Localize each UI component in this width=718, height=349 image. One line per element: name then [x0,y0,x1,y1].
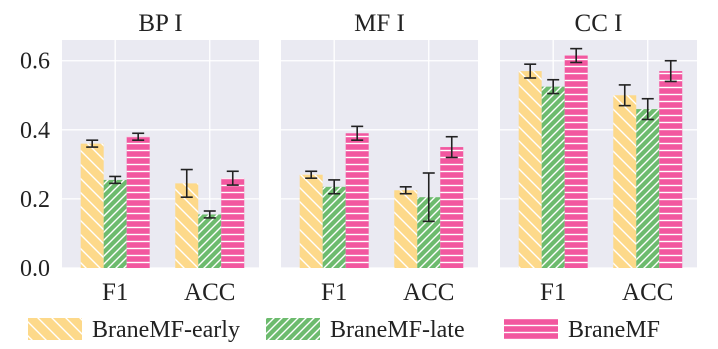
bar-hatch [175,183,199,268]
legend-item-branemf-late: BraneMF-late [266,317,465,343]
bar-hatch [103,179,127,268]
panel-title: BP I [138,10,182,37]
error-bar [422,172,435,223]
panel-title: CC I [575,10,623,37]
x-tick-label: ACC [184,279,235,306]
legend: BraneMF-early BraneMF-late BraneMF [28,317,660,343]
error-bar [570,47,583,64]
legend-item-branemf-early: BraneMF-early [28,317,240,343]
legend-label: BraneMF-early [92,317,240,343]
bar-hatch [518,71,542,268]
legend-label: BraneMF [568,317,660,343]
bar-hatch [440,147,464,268]
bar-hatch [80,143,104,268]
panel-title: MF I [354,10,405,37]
bar-hatch [345,133,369,268]
bar-hatch [126,136,150,268]
y-tick-label: 0.0 [20,256,50,282]
bar-hatch [613,95,637,268]
bar-hatch [541,86,565,269]
bar-hatch [394,190,418,268]
bar-hatch [636,109,660,268]
x-tick-label: ACC [622,279,673,306]
bar-hatch [221,178,245,268]
error-bar [226,170,239,186]
error-bar [132,132,145,141]
error-bar [547,78,560,95]
panels: BP I 0.0 0.2 0.4 0.6 F1 ACC MF I F1 ACC CC I F1 ACC [20,10,697,306]
error-bar [305,170,318,179]
error-bar [86,139,99,148]
y-tick-label: 0.6 [20,49,50,75]
error-bar [399,186,412,195]
error-bar [203,210,216,219]
bar-hatch [299,174,323,268]
error-bar [641,97,654,121]
error-bar [109,175,122,185]
x-tick-label: F1 [102,279,128,306]
error-bar [445,135,458,159]
x-tick-label: ACC [403,279,454,306]
panel-mf-i: MF I F1 ACC [281,10,478,306]
panel-cc-i: CC I F1 ACC [500,10,697,306]
bar-hatch [659,71,683,268]
error-bar [351,125,364,141]
x-tick-label: F1 [540,279,566,306]
error-bar [664,59,677,83]
error-bar [618,84,631,107]
y-tick-label: 0.2 [20,187,50,213]
bar-hatch [198,214,222,268]
bar-hatch [417,197,441,268]
error-bar [524,63,537,79]
x-tick-label: F1 [321,279,347,306]
legend-label: BraneMF-late [330,317,465,343]
error-bar [180,168,193,198]
bar-hatch [564,55,588,268]
panel-bp-i: BP I 0.0 0.2 0.4 0.6 F1 ACC [20,10,259,306]
bar-hatch [322,186,346,268]
y-tick-label: 0.4 [20,118,50,144]
error-bar [328,179,341,195]
legend-item-branemf: BraneMF [504,317,660,343]
